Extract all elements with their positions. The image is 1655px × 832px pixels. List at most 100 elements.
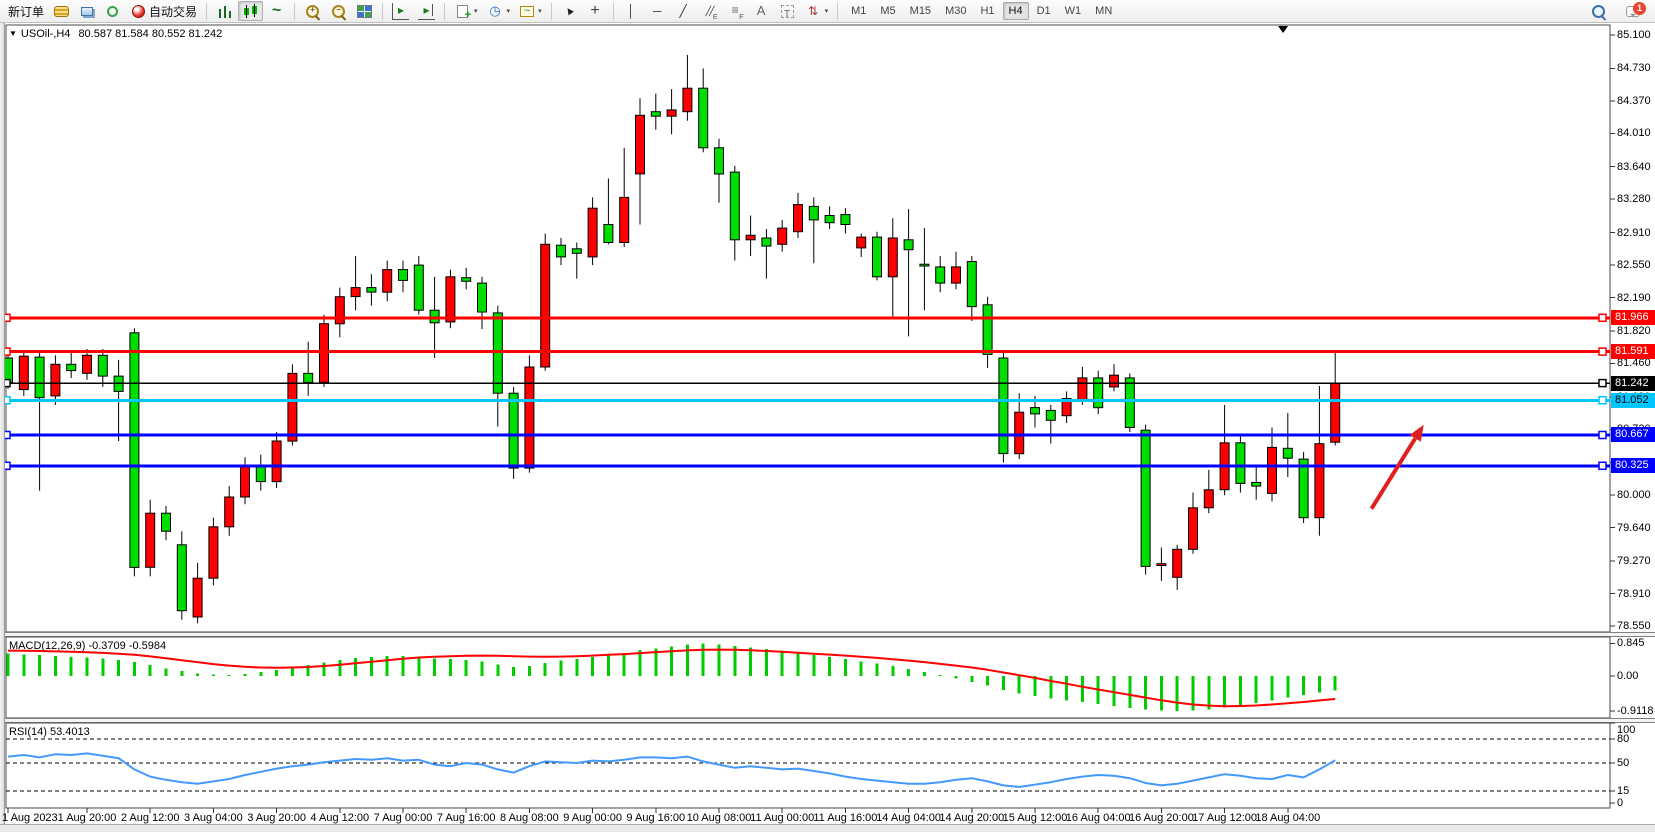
macd-bar-15 [243, 674, 247, 676]
macd-label: MACD(12,26,9) -0.3709 -0.5984 [9, 640, 167, 652]
new-chart-icon [457, 4, 471, 21]
candle-29 [461, 267, 472, 290]
candle-72 [1140, 424, 1151, 575]
equidistant-channel-button[interactable] [697, 1, 722, 21]
timeframe-d1[interactable]: D1 [1036, 5, 1051, 17]
market-watch-button[interactable] [49, 1, 74, 21]
timeframe-mn[interactable]: MN [1095, 5, 1113, 17]
candle-18 [287, 364, 298, 446]
autotrading-button[interactable]: 自动交易 [126, 1, 201, 21]
timeframe-h1[interactable]: H1 [980, 5, 995, 17]
timeframe-m15[interactable]: M15 [909, 5, 932, 17]
macd-bar-75 [1191, 676, 1195, 711]
tile-windows-button[interactable] [352, 1, 377, 21]
arrows-button[interactable]: ▾ [801, 1, 833, 21]
timeframe-switcher: M1 M5 M15 M30 H1 H4 D1 W1 MN [845, 2, 1118, 20]
trend-arrow[interactable] [1369, 424, 1424, 510]
trendline-button[interactable] [671, 1, 696, 21]
chart-collapse-icon[interactable]: ▼ [9, 29, 17, 38]
macd-bar-51 [812, 654, 816, 676]
candle-35 [556, 238, 566, 266]
candle-73 [1156, 547, 1167, 581]
time-axis-label: 2 Aug 12:00 [120, 812, 180, 824]
candle-67 [1061, 391, 1072, 423]
window-frame-left [0, 23, 5, 832]
timeframe-m30[interactable]: M30 [945, 5, 967, 17]
price-badge-81.242: 81.242 [1611, 375, 1655, 391]
candle-1 [18, 350, 29, 396]
macd-bar-19 [306, 665, 310, 676]
price-axis-tick: 84.010 [1617, 127, 1651, 140]
macd-bar-49 [780, 651, 784, 676]
timeframe-m1[interactable]: M1 [851, 5, 867, 17]
macd-bar-34 [543, 662, 547, 676]
zoom-in-button[interactable] [300, 1, 325, 21]
time-axis-label: 17 Aug 12:00 [1192, 812, 1258, 824]
notifications-button[interactable]: 1 [1621, 1, 1646, 21]
macd-bar-50 [796, 652, 800, 676]
macd-bar-38 [606, 654, 610, 676]
macd-bar-36 [575, 659, 579, 676]
vertical-line-icon [623, 3, 640, 20]
pane-splitter[interactable] [0, 633, 1655, 637]
macd-bar-27 [433, 658, 437, 676]
price-axis-tick: 83.640 [1617, 160, 1651, 173]
indicators-button[interactable]: ▾ [515, 1, 546, 21]
time-axis-label: 10 Aug 08:00 [686, 812, 752, 824]
price-axis-tick: 82.190 [1617, 291, 1651, 304]
vertical-line-button[interactable] [619, 1, 644, 21]
search-button[interactable] [1586, 1, 1611, 21]
hline-81.966[interactable] [2, 313, 1610, 323]
candle-39 [619, 147, 630, 247]
candle-44 [698, 68, 709, 153]
chart-shift-button[interactable] [414, 1, 439, 21]
macd-bar-79 [1254, 676, 1258, 703]
horizontal-line-icon [649, 3, 666, 20]
toolbar-right: 1 [1586, 1, 1649, 21]
crosshair-button[interactable] [583, 1, 608, 21]
terminal-button[interactable] [75, 1, 99, 21]
dropdown-arrow-icon[interactable]: ▾ [824, 8, 829, 15]
horizontal-line-button[interactable] [645, 1, 670, 21]
timeframe-w1[interactable]: W1 [1064, 5, 1082, 17]
toolbar-separator [294, 2, 296, 20]
macd-bar-31 [496, 664, 500, 676]
candle-63 [998, 350, 1009, 463]
cursor-button[interactable] [557, 1, 582, 21]
zoom-out-button[interactable] [326, 1, 351, 21]
dropdown-arrow-icon[interactable]: ▾ [538, 8, 542, 15]
macd-bar-76 [1207, 676, 1211, 710]
timeframe-h4[interactable]: H4 [1002, 2, 1029, 20]
search-icon [1590, 3, 1607, 20]
line-chart-button[interactable] [264, 1, 289, 21]
fibonacci-button[interactable] [723, 1, 748, 21]
chart-window: ▼ USOil-,H4 80.587 81.584 80.552 81.242 MA… [0, 23, 1655, 832]
label-button[interactable] [775, 1, 800, 21]
macd-bar-62 [986, 676, 990, 686]
macd-bar-16 [259, 672, 263, 676]
timeframe-m5[interactable]: M5 [880, 5, 896, 17]
signal-button[interactable] [100, 1, 125, 21]
candlestick-chart-button[interactable] [238, 1, 264, 21]
dropdown-arrow-icon[interactable]: ▾ [474, 8, 478, 15]
dropdown-arrow-icon[interactable]: ▾ [506, 8, 511, 15]
macd-bar-61 [970, 676, 974, 682]
auto-scroll-button[interactable] [388, 1, 413, 21]
time-axis-label: 9 Aug 00:00 [563, 812, 622, 824]
candlestick-chart-icon [242, 2, 260, 20]
price-badge-81.591: 81.591 [1611, 344, 1655, 360]
macd-bar-77 [1223, 676, 1227, 708]
profiles-button[interactable]: ▾ [483, 1, 515, 21]
macd-bar-71 [1128, 676, 1132, 708]
bar-chart-button[interactable] [212, 1, 237, 21]
new-chart-button[interactable]: ▾ [450, 1, 482, 21]
line-chart-icon [268, 3, 285, 20]
text-button[interactable] [749, 1, 774, 21]
macd-bar-55 [875, 663, 879, 676]
candle-13 [208, 517, 219, 586]
new-order-button[interactable]: 新订单 [4, 1, 48, 21]
time-axis-label: 7 Aug 00:00 [373, 812, 433, 824]
macd-bar-10 [164, 668, 168, 676]
price-axis-tick: 84.730 [1617, 62, 1651, 75]
pane-splitter[interactable] [0, 719, 1655, 722]
